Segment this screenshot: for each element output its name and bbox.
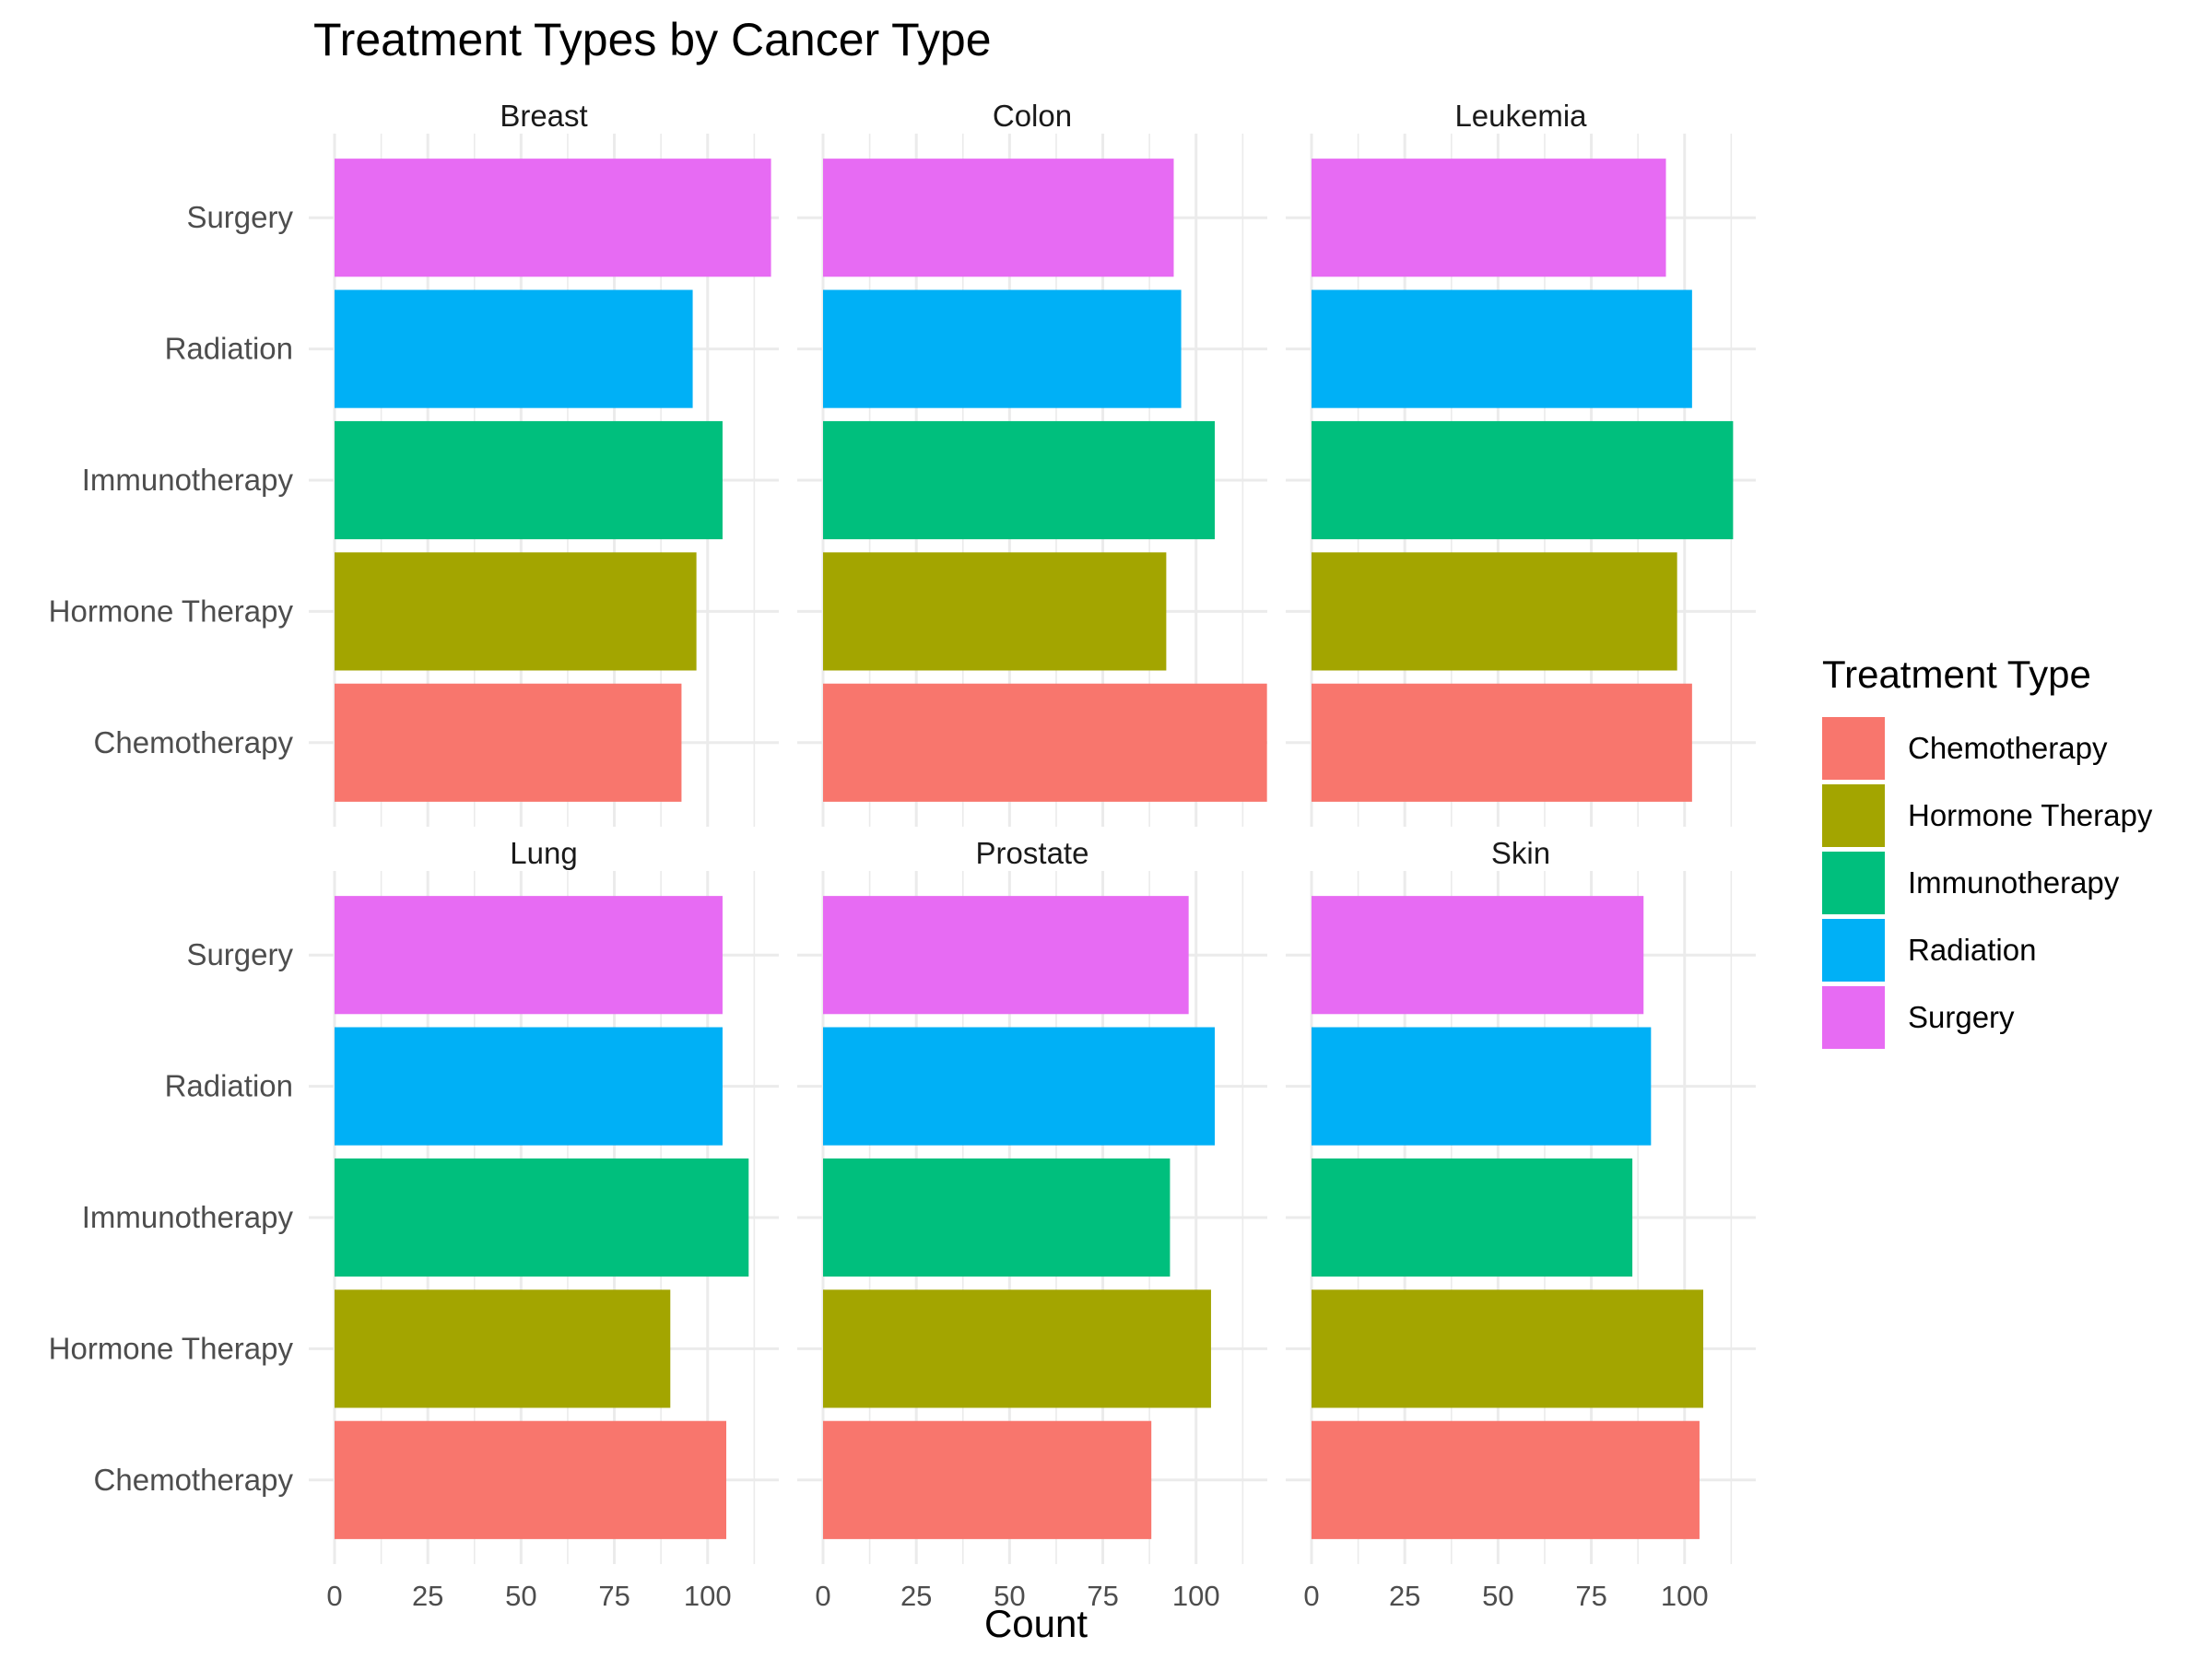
x-tick-label: 100: [1172, 1580, 1220, 1612]
y-tick-label-chemotherapy: Chemotherapy: [94, 1463, 294, 1497]
bar-lung-immunotherapy: [335, 1158, 749, 1277]
x-tick-label: 0: [326, 1580, 342, 1612]
x-tick-label: 25: [900, 1580, 932, 1612]
bar-skin-surgery: [1312, 896, 1644, 1015]
facet-panel-skin: Skin 0 25 50 75 100: [1286, 836, 1756, 1612]
bar-prostate-surgery: [823, 896, 1189, 1015]
facet-panel-leukemia: Leukemia: [1286, 99, 1756, 827]
legend-label-immunotherapy: Immunotherapy: [1908, 865, 2120, 900]
bar-breast-surgery: [335, 159, 771, 277]
legend-key-chemotherapy: [1822, 717, 1885, 780]
bar-skin-hormone-therapy: [1312, 1289, 1703, 1408]
bar-prostate-chemotherapy: [823, 1420, 1152, 1539]
legend-key-immunotherapy: [1822, 852, 1885, 914]
bar-breast-radiation: [335, 289, 693, 408]
x-tick-label: 75: [598, 1580, 629, 1612]
x-tick-label: 75: [1087, 1580, 1118, 1612]
x-tick-label: 50: [994, 1580, 1025, 1612]
bar-lung-radiation: [335, 1027, 723, 1146]
x-tick-label: 100: [684, 1580, 732, 1612]
bar-lung-hormone-therapy: [335, 1289, 671, 1408]
facet-panel-colon: Colon: [797, 99, 1267, 827]
legend-key-hormone-therapy: [1822, 784, 1885, 847]
facet-label-breast: Breast: [500, 99, 587, 133]
bar-colon-radiation: [823, 289, 1182, 408]
bar-leukemia-surgery: [1312, 159, 1666, 277]
x-tick-label: 0: [1303, 1580, 1319, 1612]
y-tick-label-hormone-therapy: Hormone Therapy: [49, 594, 294, 628]
bar-skin-radiation: [1312, 1027, 1652, 1146]
x-tick-label: 25: [412, 1580, 443, 1612]
facet-label-prostate: Prostate: [976, 836, 1089, 870]
x-tick-label: 0: [815, 1580, 830, 1612]
facet-panels: Breast Chemotherapy Hormone Therapy Immunot…: [49, 99, 1756, 1612]
bar-leukemia-immunotherapy: [1312, 420, 1734, 540]
y-tick-label-immunotherapy: Immunotherapy: [82, 463, 294, 497]
bar-prostate-immunotherapy: [823, 1158, 1171, 1277]
legend: Treatment Type Chemotherapy Hormone Thera…: [1822, 653, 2153, 1049]
bar-breast-hormone-therapy: [335, 552, 697, 671]
facet-label-skin: Skin: [1491, 836, 1550, 870]
x-tick-label: 50: [1482, 1580, 1513, 1612]
y-tick-label-chemotherapy: Chemotherapy: [94, 725, 294, 759]
bar-leukemia-chemotherapy: [1312, 683, 1692, 802]
bar-skin-chemotherapy: [1312, 1420, 1700, 1539]
legend-label-chemotherapy: Chemotherapy: [1908, 731, 2108, 765]
bar-prostate-hormone-therapy: [823, 1289, 1211, 1408]
legend-title: Treatment Type: [1822, 653, 2091, 696]
bar-colon-immunotherapy: [823, 420, 1215, 540]
bar-breast-chemotherapy: [335, 683, 682, 802]
bar-skin-immunotherapy: [1312, 1158, 1633, 1277]
legend-label-surgery: Surgery: [1908, 1000, 2015, 1034]
y-tick-label-radiation: Radiation: [165, 1069, 293, 1103]
y-tick-label-hormone-therapy: Hormone Therapy: [49, 1331, 294, 1365]
legend-key-radiation: [1822, 919, 1885, 982]
facet-panel-prostate: Prostate 0 25 50 75 100: [797, 836, 1267, 1612]
y-tick-label-radiation: Radiation: [165, 332, 293, 366]
chart-title: Treatment Types by Cancer Type: [313, 14, 992, 65]
legend-label-hormone-therapy: Hormone Therapy: [1908, 798, 2153, 832]
facet-panel-lung: Lung Chemotherapy Hormone Therapy Immunothe…: [49, 836, 779, 1612]
bar-colon-hormone-therapy: [823, 552, 1167, 671]
x-tick-label: 25: [1389, 1580, 1420, 1612]
y-tick-label-surgery: Surgery: [186, 937, 293, 971]
bar-colon-chemotherapy: [823, 683, 1267, 802]
x-tick-label: 50: [505, 1580, 536, 1612]
facet-label-lung: Lung: [510, 836, 577, 870]
bar-leukemia-radiation: [1312, 289, 1692, 408]
legend-key-surgery: [1822, 986, 1885, 1049]
x-tick-label: 75: [1575, 1580, 1606, 1612]
x-tick-label: 100: [1661, 1580, 1709, 1612]
y-tick-label-surgery: Surgery: [186, 200, 293, 234]
bar-colon-surgery: [823, 159, 1174, 277]
facet-label-leukemia: Leukemia: [1454, 99, 1587, 133]
facet-label-colon: Colon: [993, 99, 1072, 133]
bar-breast-immunotherapy: [335, 420, 723, 540]
bar-lung-surgery: [335, 896, 723, 1015]
legend-items: Chemotherapy Hormone Therapy Immunotherapy…: [1822, 717, 2153, 1049]
y-tick-label-immunotherapy: Immunotherapy: [82, 1200, 294, 1234]
legend-label-radiation: Radiation: [1908, 933, 2036, 967]
x-axis-title: Count: [984, 1602, 1088, 1645]
bar-prostate-radiation: [823, 1027, 1215, 1146]
facet-panel-breast: Breast Chemotherapy Hormone Therapy Immunot…: [49, 99, 779, 827]
bar-leukemia-hormone-therapy: [1312, 552, 1677, 671]
bar-lung-chemotherapy: [335, 1420, 726, 1539]
